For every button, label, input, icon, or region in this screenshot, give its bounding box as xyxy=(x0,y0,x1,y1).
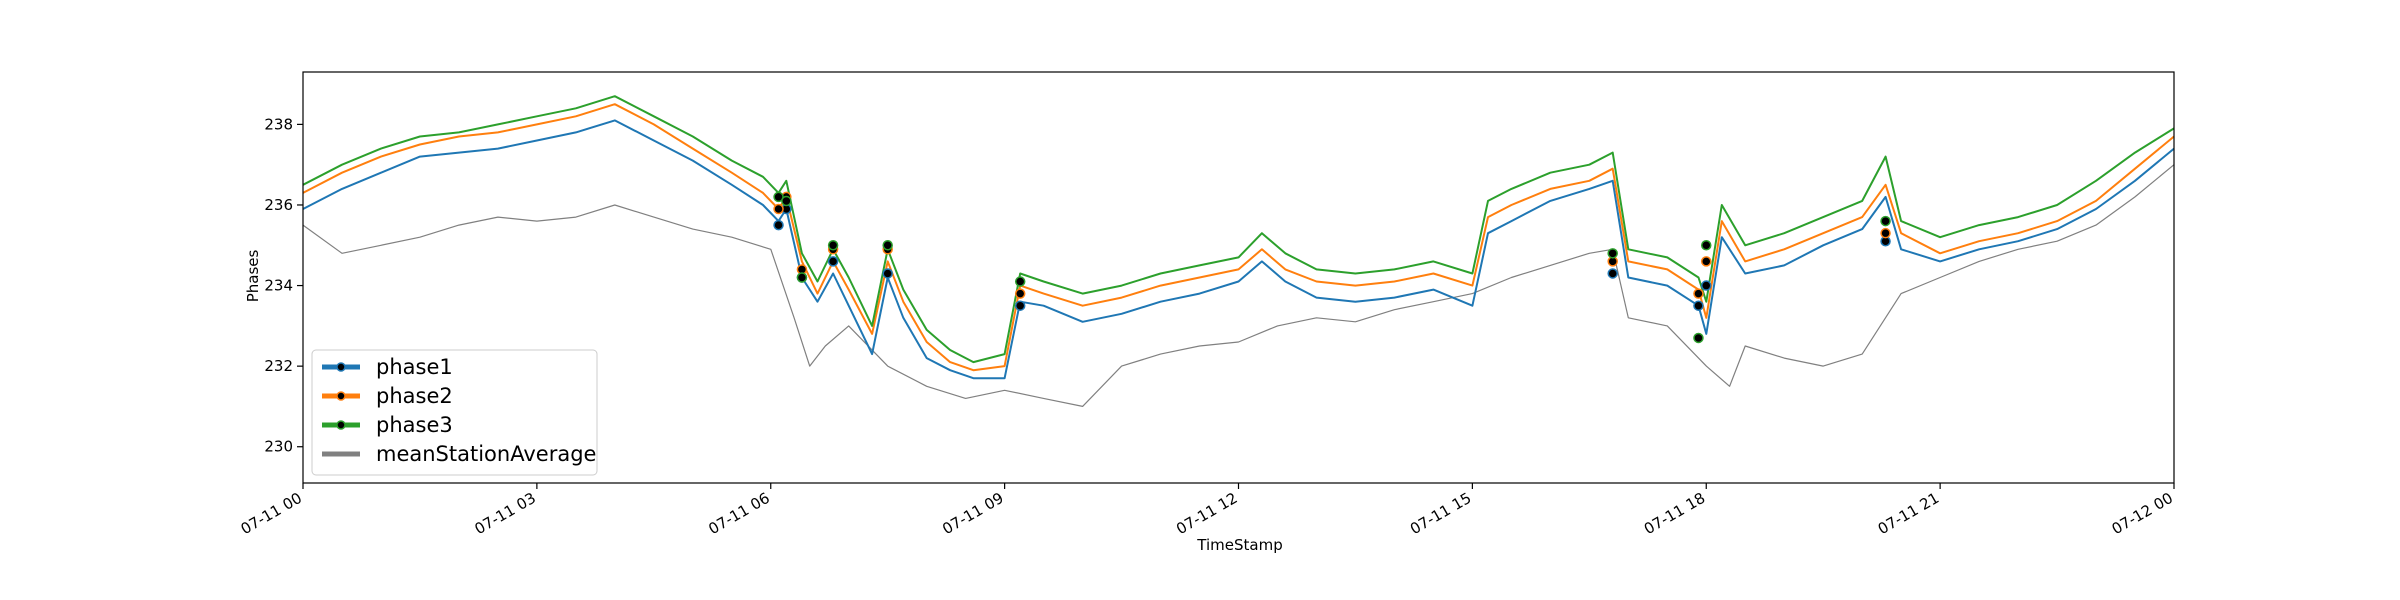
y-tick-label: 238 xyxy=(264,115,293,133)
legend-marker-phase2 xyxy=(336,391,346,401)
y-axis: 230 232 234 236 238 xyxy=(264,115,303,456)
x-axis-label: TimeStamp xyxy=(1196,536,1282,554)
marker-phase1 xyxy=(827,256,839,267)
legend-marker-phase3 xyxy=(336,420,346,430)
marker-phase3 xyxy=(1701,240,1712,251)
marker-phase2 xyxy=(1880,227,1891,239)
marker-phase2 xyxy=(1701,256,1712,267)
series-line-meanStationAverage xyxy=(302,164,2175,407)
marker-phase1 xyxy=(1693,300,1704,311)
y-axis-label: Phases xyxy=(244,250,262,303)
x-tick-label: 07-11 06 xyxy=(705,489,772,538)
x-tick-label: 07-11 12 xyxy=(1173,489,1240,538)
legend-label-phase3: phase3 xyxy=(376,413,453,437)
y-tick-label: 232 xyxy=(264,357,293,375)
x-tick-label: 07-11 15 xyxy=(1407,489,1474,538)
series-line-phase3 xyxy=(302,95,2175,364)
x-tick-label: 07-11 21 xyxy=(1875,489,1942,538)
marker-phase3 xyxy=(882,240,893,251)
series-line-phase1 xyxy=(302,119,2175,380)
plot-area xyxy=(302,71,2175,484)
legend-label-phase2: phase2 xyxy=(376,384,453,408)
marker-phase3 xyxy=(827,240,839,251)
y-tick-label: 234 xyxy=(264,277,293,295)
legend-label-meanStationAverage: meanStationAverage xyxy=(376,442,596,466)
x-tick-label: 07-11 03 xyxy=(471,489,538,538)
marker-phase3 xyxy=(1693,332,1704,344)
x-tick-label: 07-11 00 xyxy=(238,489,305,538)
y-tick-label: 230 xyxy=(264,438,293,456)
marker-phase1 xyxy=(882,268,893,279)
marker-phase1 xyxy=(1607,268,1618,279)
marker-phase2 xyxy=(1014,288,1026,299)
x-tick-label: 07-11 09 xyxy=(939,489,1006,538)
marker-phase3 xyxy=(796,272,808,283)
marker-phase2 xyxy=(1693,288,1704,299)
x-axis: 07-11 00 07-11 03 07-11 06 07-11 09 07-11 12… xyxy=(238,483,2176,538)
marker-phase1 xyxy=(773,219,784,231)
marker-phase3 xyxy=(781,195,792,207)
x-tick-label: 07-12 00 xyxy=(2109,489,2176,538)
x-tick-label: 07-11 18 xyxy=(1641,489,1708,538)
marker-phase3 xyxy=(1607,248,1618,259)
marker-phase3 xyxy=(1880,215,1891,227)
legend-marker-phase1 xyxy=(336,362,346,372)
marker-phase1 xyxy=(1701,280,1712,291)
marker-phase3 xyxy=(1014,276,1026,287)
legend: phase1 phase2 phase3 meanStationAverage xyxy=(311,349,598,476)
legend-box xyxy=(311,349,598,476)
marker-phase1 xyxy=(1014,300,1026,311)
y-tick-label: 236 xyxy=(264,196,293,214)
legend-label-phase1: phase1 xyxy=(376,355,453,379)
series-line-phase2 xyxy=(302,103,2175,372)
marker-phase2 xyxy=(773,203,784,215)
